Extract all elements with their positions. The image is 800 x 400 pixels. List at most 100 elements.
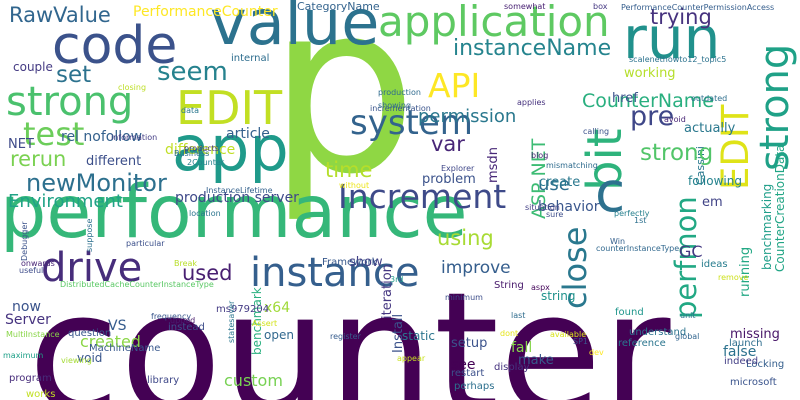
word-iteration: iteration	[380, 264, 395, 319]
word-running: running	[738, 246, 753, 297]
word-works: works	[26, 389, 56, 400]
word-applies: applies	[517, 98, 546, 107]
word-href: href	[612, 91, 638, 106]
word-incrementation: incrementation	[370, 104, 431, 113]
word-1st: 1st	[634, 216, 647, 225]
word-instead: instead	[168, 322, 205, 333]
word-make: make	[518, 353, 554, 368]
word-assert: Assert	[252, 319, 278, 328]
word-data: data	[181, 106, 200, 115]
word-fall: fall	[511, 340, 533, 356]
word-information: information	[111, 133, 158, 142]
word-setup: setup	[451, 336, 488, 351]
word-rawvalue: RawValue	[9, 3, 111, 27]
word-break: Break	[174, 259, 198, 268]
word-question: question	[68, 328, 112, 339]
word-counter: counter	[28, 257, 671, 400]
word-c: c	[595, 160, 626, 224]
word-msdn: msdn	[486, 147, 501, 183]
word-win: Win	[610, 237, 626, 246]
word-3rd: 3rd	[390, 275, 404, 284]
word-x64: x64	[264, 300, 291, 316]
word-viewing: viewing	[61, 356, 92, 365]
word-showing: showing	[378, 101, 412, 110]
word-microsoft: microsoft	[730, 377, 777, 388]
word-actually: actually	[684, 121, 736, 136]
word-create: create	[539, 175, 581, 190]
word-remove: remove	[718, 273, 749, 282]
word-countercreationdata: CounterCreationData	[773, 144, 787, 272]
word-rel-nofollow: rel nofollow	[61, 129, 143, 145]
word-reference: reference	[618, 338, 666, 349]
word-maximum: maximum	[3, 351, 44, 360]
word-benchmarking: benchmarking	[760, 183, 774, 270]
word-locking: Locking	[746, 359, 785, 370]
word-api: API	[428, 66, 481, 105]
word-use: use	[538, 174, 570, 195]
word-counterinstancetype: counterInstanceType	[596, 244, 680, 253]
word-following: following	[688, 174, 742, 188]
word-indeed: indeed	[724, 356, 759, 367]
word-useful: useful	[19, 266, 44, 275]
word-mismatching: mismatching	[546, 161, 598, 170]
word-increment: Increment	[338, 177, 507, 216]
word-working: working	[624, 66, 676, 81]
word-perhaps: perhaps	[454, 381, 495, 392]
word-frequency: frequency	[151, 312, 192, 321]
word-framework: Framework	[322, 257, 378, 268]
word-vs: VS	[108, 318, 127, 334]
word-business: Business	[174, 149, 210, 158]
word-app: app	[172, 112, 289, 185]
word-ms979204: ms979204	[216, 304, 270, 315]
word-em: em	[702, 195, 723, 210]
word-sp1: SP1	[573, 337, 588, 346]
word-understand: understand	[629, 327, 687, 338]
word-instance: instance	[250, 250, 420, 296]
word-performance: performance	[0, 170, 468, 255]
word-closing: closing	[118, 83, 147, 92]
word-performancecounterpermissionaccess: PerformanceCounterPermissionAccess	[621, 3, 775, 12]
word-machinename: MachineName	[89, 343, 161, 354]
word-server: Server	[5, 312, 51, 328]
word-using: using	[437, 226, 494, 250]
word-global: global	[675, 332, 700, 341]
word-internal: internal	[231, 53, 270, 64]
word-production: production	[378, 88, 421, 97]
word-upped: upped	[170, 316, 196, 325]
word-value: value	[210, 0, 380, 59]
word-problem: problem	[422, 172, 476, 187]
word-trying: trying	[650, 5, 712, 29]
word-code: code	[52, 16, 178, 76]
word-onwards: onwards	[21, 259, 55, 268]
word-different: different	[86, 154, 142, 169]
word-permission: permission	[418, 106, 517, 127]
word-gc: GC	[679, 242, 703, 261]
word-seem: seem	[157, 57, 228, 87]
word-countername: CounterName	[582, 90, 714, 112]
word-multiinstance: MultiInstance	[6, 330, 60, 339]
word-explorer: Explorer	[441, 164, 475, 173]
word-couple: couple	[13, 60, 53, 74]
word-see: see	[451, 357, 476, 373]
word-missing: missing	[730, 327, 780, 342]
word-dont: dont	[500, 329, 519, 338]
word-appear: appear	[397, 354, 426, 363]
word-suppose: suppose	[85, 218, 94, 252]
word-statesaver: statesaver	[227, 300, 236, 343]
word-show: show	[349, 255, 383, 270]
word-run: run	[623, 4, 721, 72]
word-program: program	[9, 373, 52, 384]
word-distributedcachecounterinstancetype: DistributedCacheCounterInstanceType	[60, 280, 214, 289]
word-aspx: aspx	[531, 283, 550, 292]
word-void: void	[77, 351, 103, 365]
word-production-server: production server	[175, 190, 299, 206]
word-somewhat: somewhat	[504, 2, 546, 11]
word-rerun: rerun	[10, 147, 67, 171]
word-newmonitor: newMonitor	[26, 169, 167, 197]
word-environment: Environment	[8, 191, 123, 212]
word-last: last	[511, 311, 526, 320]
word-box: box	[593, 2, 608, 11]
word-drive: drive	[41, 245, 143, 291]
word-situation: situation	[525, 203, 560, 212]
